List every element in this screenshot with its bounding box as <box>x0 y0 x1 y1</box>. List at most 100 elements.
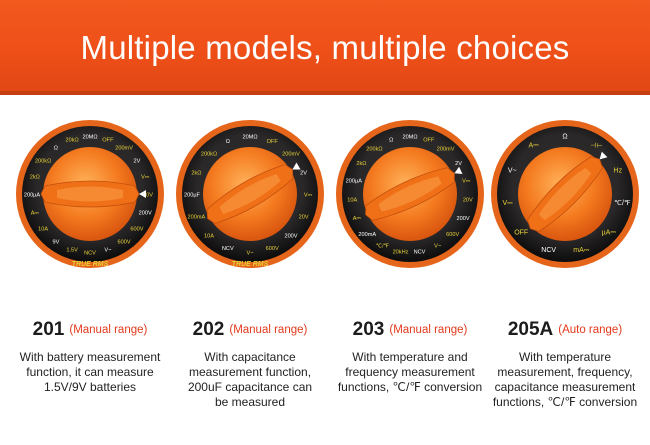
description-line: With temperature and <box>352 350 468 365</box>
dial-label: 200mV <box>115 146 133 152</box>
description-line: function, it can measure <box>26 365 154 380</box>
dial-label: NCV <box>84 251 96 257</box>
dial-label: OFF <box>267 139 279 145</box>
description-line: measurement function, <box>188 365 312 380</box>
dial-label: 200mV <box>282 152 300 158</box>
dial-label: OFF <box>514 230 528 237</box>
dial-label: 20MΩ <box>402 135 417 141</box>
dial-label: NCV <box>222 246 234 252</box>
dial-label: 200V <box>139 210 152 216</box>
dial-label: 200kΩ <box>201 152 217 158</box>
knob-grip <box>365 166 463 221</box>
description-line: capacitance measurement <box>494 380 636 395</box>
header-banner: Multiple models, multiple choices <box>0 0 650 95</box>
dial-label: Ω <box>389 138 393 144</box>
model-card-203: 203 (Manual range) With temperature and f… <box>330 318 490 395</box>
dial-label: A⎓ <box>353 216 362 222</box>
dial-label: 200mA <box>188 215 206 221</box>
dial-label: 2kΩ <box>30 175 40 181</box>
dial-label: 200kΩ <box>366 147 382 153</box>
dial-label: µA⎓ <box>602 230 617 237</box>
dial-label: 20kHz <box>393 250 409 256</box>
dial-label: 200V <box>457 216 470 222</box>
dial-205a-graphic: Ω ⊣⊢ Hz ℃/℉ µA⎓ mA⎓ NCV OFF V⎓ V~ A⎓ <box>491 120 639 268</box>
dial-label: Ω <box>226 139 230 145</box>
dial-label: 20V <box>463 197 473 203</box>
dial-label: 2kΩ <box>191 170 201 176</box>
true-rms-marking: TRUE RMS <box>232 261 269 268</box>
dial-label: V⎓ <box>141 175 150 181</box>
model-cards: 201 (Manual range) With battery measureme… <box>0 318 650 438</box>
description-line: 200uF capacitance can <box>187 380 313 395</box>
dial-label: NCV <box>414 250 426 256</box>
description-line: functions, ℃/℉ conversion <box>492 395 638 410</box>
range-type: (Auto range) <box>558 324 623 336</box>
model-description: With temperature measurement, frequency,… <box>485 350 645 410</box>
dial-label: 2V <box>300 170 307 176</box>
model-card-201: 201 (Manual range) With battery measureme… <box>10 318 170 395</box>
dial-label: NCV <box>541 247 556 254</box>
dial-label: 20V <box>299 215 309 221</box>
dial-label: 200µA <box>346 178 363 184</box>
model-card-205a: 205A (Auto range) With temperature measur… <box>485 318 645 410</box>
model-number: 205A <box>507 319 554 340</box>
model-card-202: 202 (Manual range) With capacitance measu… <box>170 318 330 410</box>
dial-202-photo: 20MΩ OFF 200mV 2V V⎓ 20V 200V 600V V~ NCV 10A 200mA… <box>175 120 325 270</box>
dial-label: 2V <box>455 161 462 167</box>
knob-grip <box>40 180 146 208</box>
dial-label: 200µF <box>184 193 201 199</box>
range-type: (Manual range) <box>229 324 308 336</box>
dial-label: OFF <box>102 137 114 143</box>
dial-label: Hz <box>614 167 623 174</box>
dial-label: 600V <box>266 246 279 252</box>
dial-label: Ω <box>54 146 58 152</box>
description-line: With battery measurement <box>19 350 161 365</box>
knob-grip <box>527 151 608 232</box>
dial-label: OFF <box>423 138 435 144</box>
description-line: functions, ℃/℉ conversion <box>337 380 483 395</box>
dial-label: 200mA <box>358 232 376 238</box>
dial-label: 2V <box>133 158 140 164</box>
dial-label: V~ <box>247 251 255 257</box>
dial-label: V⎓ <box>502 200 513 207</box>
dial-label: 20kΩ <box>65 137 78 143</box>
description-line: measurement, frequency, <box>497 365 633 380</box>
dial-label: 200µA <box>24 193 41 199</box>
dial-label: 200kΩ <box>35 158 51 164</box>
dial-label: A⎓ <box>528 143 539 150</box>
dial-label: V~ <box>508 167 517 174</box>
knob-grip <box>206 162 301 224</box>
description-line: frequency measurement <box>345 365 475 380</box>
dial-label: 200mV <box>437 147 455 153</box>
dial-label: 10A <box>38 227 48 233</box>
dial-label: Ω <box>562 134 567 141</box>
dial-label: 9V <box>52 239 59 245</box>
description-line: 1.5V/9V batteries <box>43 380 137 395</box>
dial-label: 1.5V <box>66 248 78 254</box>
model-number: 203 <box>352 319 385 340</box>
true-rms-marking: TRUE RMS <box>72 261 109 268</box>
model-number: 201 <box>32 319 65 340</box>
dial-label: 200V <box>284 234 297 240</box>
dial-label: V⎓ <box>462 178 471 184</box>
dial-label: ℃/℉ <box>614 200 631 207</box>
dial-label: 20MΩ <box>82 135 97 141</box>
description-line: With temperature <box>518 350 612 365</box>
dial-label: A⎓ <box>31 210 40 216</box>
range-type: (Manual range) <box>389 324 468 336</box>
dial-label: 10A <box>204 234 214 240</box>
dial-label: V⎓ <box>304 193 313 199</box>
model-description: With temperature and frequency measureme… <box>330 350 490 395</box>
dial-photo-row: 20MΩ OFF 200mV 2V V⎓ 20V 200V 600V 600V V~ NCV 1.5V… <box>0 120 650 280</box>
banner-title: Multiple models, multiple choices <box>80 28 570 66</box>
dial-label: 20V <box>143 193 153 199</box>
dial-label: ℃/℉ <box>376 244 390 250</box>
dial-label: 20MΩ <box>242 135 257 141</box>
model-number: 202 <box>192 319 225 340</box>
description-line: be measured <box>214 395 286 410</box>
dial-label: 600V <box>118 239 131 245</box>
dial-205a-photo: Ω ⊣⊢ Hz ℃/℉ µA⎓ mA⎓ NCV OFF V⎓ V~ A⎓ <box>490 120 640 270</box>
dial-203-photo: 20MΩ OFF 200mV 2V V⎓ 20V 200V 600V V~ NCV 20kHz ℃/℉… <box>335 120 485 270</box>
